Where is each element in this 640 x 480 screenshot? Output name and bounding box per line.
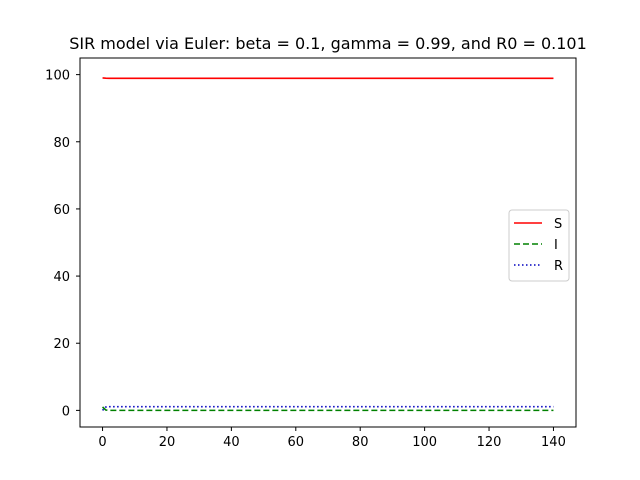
y-tick-label: 80 <box>53 136 70 151</box>
x-tick-label: 60 <box>288 435 305 450</box>
chart-title: SIR model via Euler: beta = 0.1, gamma =… <box>69 34 587 53</box>
x-axis-ticks: 0 20 40 60 80 100 120 140 <box>98 427 566 450</box>
legend-label-I: I <box>554 238 558 253</box>
plot-area-frame <box>79 57 577 428</box>
series-line-I <box>102 406 554 412</box>
x-tick-label: 140 <box>541 435 566 450</box>
x-tick-label: 100 <box>412 435 437 450</box>
legend-label-R: R <box>554 259 563 274</box>
y-tick-label: 100 <box>45 69 70 84</box>
y-axis-ticks: 0 20 40 60 80 100 <box>45 69 80 419</box>
legend-box <box>508 209 570 282</box>
x-tick-label: 0 <box>98 435 106 450</box>
legend-label-S: S <box>554 217 562 232</box>
x-tick-label: 80 <box>352 435 369 450</box>
x-tick-label: 20 <box>159 435 176 450</box>
y-tick-label: 60 <box>53 203 70 218</box>
legend: SIR <box>508 209 570 282</box>
y-tick-label: 40 <box>53 270 70 285</box>
series-layer <box>101 77 554 412</box>
y-tick-label: 0 <box>62 404 70 419</box>
y-tick-label: 20 <box>53 337 70 352</box>
x-tick-label: 40 <box>223 435 240 450</box>
x-tick-label: 120 <box>477 435 502 450</box>
